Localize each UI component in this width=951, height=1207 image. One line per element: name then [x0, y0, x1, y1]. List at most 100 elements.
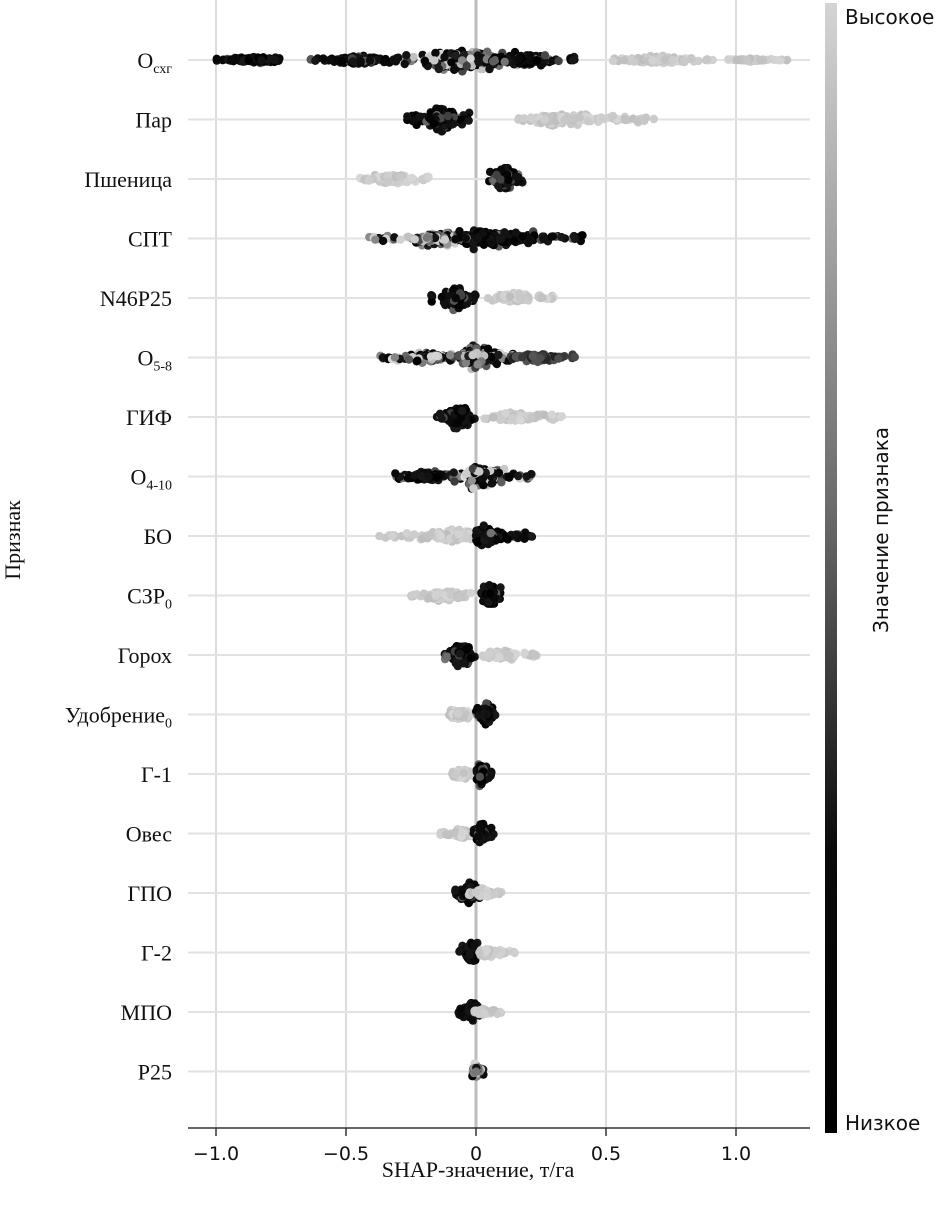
shap-point — [443, 652, 452, 661]
shap-point — [540, 410, 549, 420]
feature-label: N46P25 — [100, 286, 172, 311]
shap-point — [548, 232, 558, 241]
shap-point — [485, 589, 494, 599]
shap-point — [487, 238, 496, 248]
feature-label: Овес — [126, 822, 172, 847]
shap-point — [413, 356, 422, 365]
shap-point — [475, 772, 485, 781]
x-tick-label: 0.5 — [591, 1143, 621, 1165]
shap-point — [431, 48, 440, 58]
shap-point — [458, 828, 467, 837]
shap-point — [447, 58, 456, 67]
shap-point — [500, 57, 509, 66]
shap-point — [471, 888, 480, 897]
shap-point — [514, 55, 524, 64]
shap-point — [400, 59, 409, 69]
feature-label: P25 — [138, 1060, 172, 1085]
shap-point — [431, 351, 440, 360]
shap-point — [466, 654, 476, 663]
feature-label: O5-8 — [137, 346, 172, 375]
shap-point — [365, 56, 375, 65]
feature-label: Oсхг — [137, 48, 172, 77]
shap-point — [511, 228, 520, 237]
shap-point — [407, 173, 417, 183]
shap-point — [557, 232, 566, 242]
shap-point — [503, 535, 512, 544]
shap-point — [391, 469, 400, 478]
shap-point — [466, 588, 476, 598]
shap-point — [437, 292, 447, 302]
shap-point — [494, 181, 503, 191]
feature-label: Удобрение0 — [65, 703, 172, 732]
shap-point — [466, 54, 475, 63]
shap-point — [504, 472, 514, 481]
shap-point — [473, 360, 482, 369]
shap-point — [680, 56, 689, 66]
shap-point — [420, 56, 430, 65]
shap-point — [404, 355, 414, 364]
shap-point — [467, 476, 476, 485]
shap-point — [526, 236, 535, 245]
shap-point — [649, 114, 658, 124]
feature-label: БО — [144, 524, 172, 549]
shap-point — [548, 56, 557, 66]
shap-point — [417, 175, 427, 184]
shap-points — [212, 46, 792, 1082]
shap-point — [469, 940, 479, 950]
shap-point — [528, 352, 537, 361]
shap-point — [526, 113, 536, 122]
shap-point — [453, 593, 463, 603]
shap-point — [687, 54, 696, 63]
shap-point — [430, 56, 439, 65]
shap-point — [403, 112, 412, 121]
shap-point — [462, 61, 471, 71]
shap-point — [494, 468, 504, 478]
shap-point — [394, 53, 403, 62]
shap-point — [436, 531, 445, 541]
shap-point — [526, 51, 535, 60]
shap-point — [319, 54, 328, 63]
shap-point — [212, 54, 221, 63]
shap-point — [515, 293, 524, 302]
feature-label: Пшеница — [84, 167, 172, 192]
shap-point — [480, 1009, 489, 1018]
shap-point — [424, 172, 433, 182]
shap-point — [451, 770, 460, 779]
shap-point — [426, 531, 435, 540]
shap-point — [417, 472, 426, 481]
shap-point — [732, 55, 742, 65]
shap-point — [356, 56, 365, 66]
x-tick-label: 1.0 — [721, 1143, 751, 1165]
shap-point — [494, 350, 503, 360]
shap-point — [514, 471, 523, 481]
shap-point — [567, 113, 577, 123]
shap-point — [487, 823, 496, 833]
shap-point — [633, 116, 642, 126]
shap-point — [702, 55, 712, 64]
feature-label: Пар — [135, 108, 172, 133]
x-tick-label: −1.0 — [193, 1143, 239, 1165]
shap-point — [475, 948, 484, 957]
shap-point — [520, 534, 529, 543]
shap-point — [641, 113, 651, 122]
shap-point — [384, 177, 393, 186]
shap-point — [504, 175, 513, 185]
shap-point — [629, 57, 639, 66]
shap-point — [560, 115, 569, 125]
shap-point — [648, 56, 657, 65]
feature-label: Г-1 — [141, 762, 172, 787]
shap-point — [450, 477, 459, 486]
shap-point — [456, 1004, 465, 1013]
feature-label: O4-10 — [130, 465, 172, 494]
shap-point — [379, 57, 389, 67]
shap-point — [472, 1067, 481, 1076]
shap-point — [620, 56, 629, 65]
shap-point — [422, 233, 432, 242]
shap-point — [487, 479, 497, 488]
shap-point — [473, 832, 483, 841]
shap-point — [478, 229, 487, 238]
shap-point — [404, 232, 413, 241]
shap-point — [501, 409, 510, 418]
shap-point — [431, 591, 440, 600]
feature-label: МПО — [121, 1000, 172, 1025]
